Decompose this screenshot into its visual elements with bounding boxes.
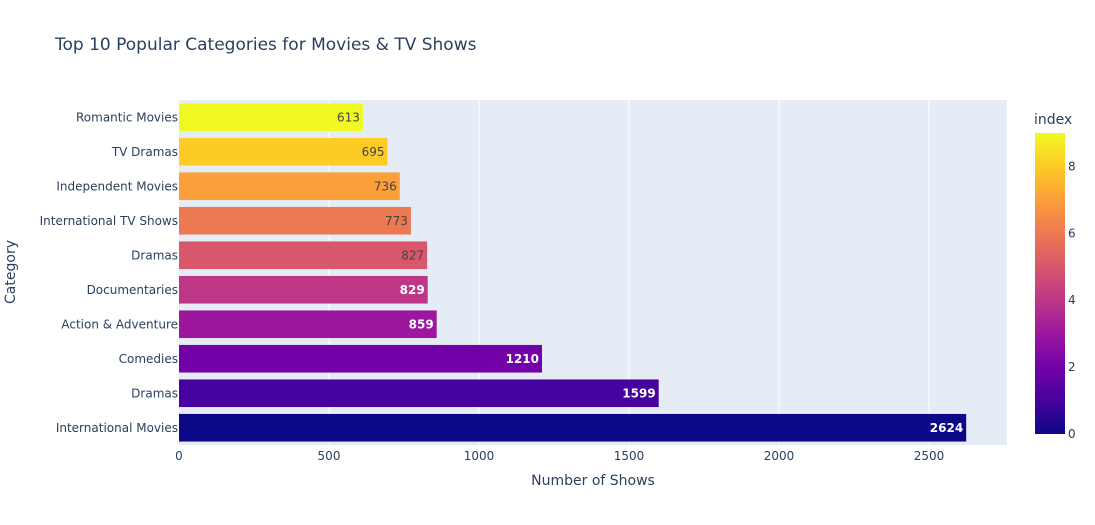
colorbar-tick-label: 0 <box>1068 427 1076 441</box>
bar-value-label: 829 <box>400 283 425 297</box>
x-tick-label: 0 <box>175 449 183 463</box>
y-tick-label: Dramas <box>131 248 178 262</box>
colorbar-tick-labels: 0 2 4 6 8 <box>1068 159 1076 441</box>
colorbar-tick-label: 2 <box>1068 360 1076 374</box>
x-tick-label: 1500 <box>614 449 645 463</box>
bar <box>179 413 967 442</box>
y-tick-label: Action & Adventure <box>61 317 178 331</box>
bar <box>179 137 388 166</box>
bar <box>179 344 542 373</box>
y-axis-title: Category <box>3 240 19 304</box>
bar <box>179 379 659 408</box>
y-tick-label: TV Dramas <box>111 145 178 159</box>
colorbar-title: index <box>1034 112 1072 128</box>
y-tick-label: Independent Movies <box>56 179 178 193</box>
y-tick-labels: International Movies Dramas Comedies Action… <box>40 110 178 435</box>
x-tick-label: 2000 <box>764 449 795 463</box>
bar <box>179 241 428 270</box>
y-tick-label: International Movies <box>56 421 178 435</box>
bar-value-label: 613 <box>337 110 360 124</box>
colorbar: index 0 2 4 6 8 <box>1034 112 1076 441</box>
bar-value-label: 2624 <box>930 421 963 435</box>
bar-value-label: 736 <box>374 179 397 193</box>
x-tick-label: 1000 <box>464 449 495 463</box>
bar-value-label: 827 <box>401 248 424 262</box>
bar <box>179 275 428 304</box>
y-tick-label: International TV Shows <box>40 214 178 228</box>
chart-title: Top 10 Popular Categories for Movies & T… <box>54 35 477 55</box>
y-tick-label: Romantic Movies <box>76 110 178 124</box>
bar-value-label: 859 <box>409 317 434 331</box>
y-tick-label: Comedies <box>119 352 178 366</box>
bar <box>179 206 411 235</box>
bars: 2624 1599 1210 859 829 827 773 736 695 613 <box>179 103 967 442</box>
bar <box>179 172 400 201</box>
bar <box>179 310 437 339</box>
x-tick-label: 500 <box>318 449 341 463</box>
y-tick-label: Dramas <box>131 386 178 400</box>
colorbar-gradient <box>1035 133 1065 434</box>
bar <box>179 103 363 132</box>
bar-value-label: 695 <box>362 145 385 159</box>
bar-value-label: 1210 <box>506 352 539 366</box>
colorbar-tick-label: 4 <box>1068 293 1076 307</box>
y-tick-label: Documentaries <box>87 283 178 297</box>
colorbar-tick-label: 6 <box>1068 226 1076 240</box>
bar-value-label: 773 <box>385 214 408 228</box>
x-tick-label: 2500 <box>914 449 945 463</box>
x-axis-title: Number of Shows <box>531 473 655 489</box>
x-tick-labels: 0 500 1000 1500 2000 2500 <box>175 449 944 463</box>
colorbar-tick-label: 8 <box>1068 159 1076 173</box>
bar-value-label: 1599 <box>622 386 655 400</box>
